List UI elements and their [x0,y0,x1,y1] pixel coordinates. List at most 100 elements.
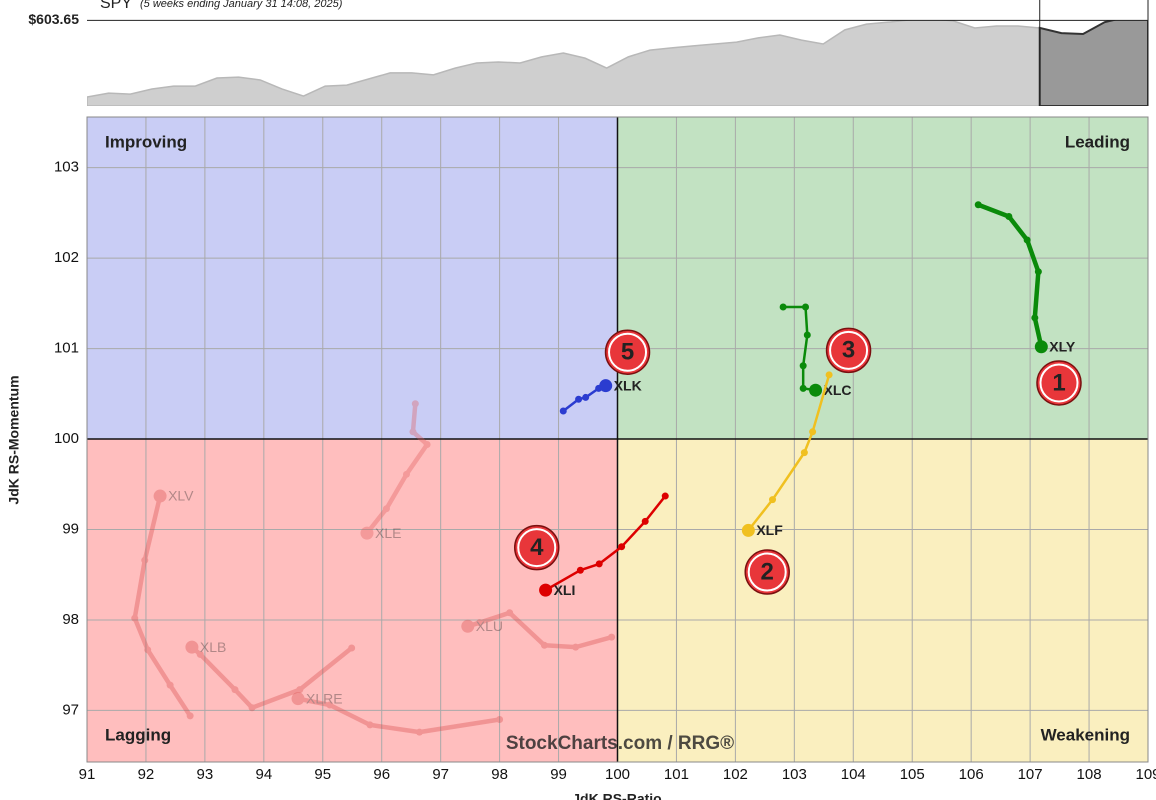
badge-ring [517,528,557,568]
x-tick-label: 97 [432,766,449,783]
x-tick-label: 103 [782,766,807,783]
x-tick-label: 99 [550,766,567,783]
quadrant [87,117,618,440]
badge [744,549,790,595]
badge-ring [1039,363,1079,403]
x-tick-label: 108 [1077,766,1102,783]
series-label: XLI [554,582,576,598]
x-tick-label: 98 [491,766,508,783]
tail-line [465,610,614,650]
tail-point [366,721,374,729]
tail-point [411,400,419,408]
tail-line [364,401,430,536]
badge [1036,360,1082,406]
series-label: XLB [200,639,226,655]
tail-head [539,583,553,597]
tail-point [296,686,304,694]
benchmark-chart [87,20,1148,106]
tail-head [153,489,167,503]
tail-point [825,371,833,379]
tail: XLU [461,609,616,651]
tail-point [144,646,152,654]
x-tick-label: 96 [373,766,390,783]
badge-ring [829,330,869,370]
tail-point [661,492,669,500]
badge-ring [608,332,648,372]
tail-head [599,379,613,393]
tail-head [291,692,305,706]
badge-label: 1 [1052,369,1065,396]
y-tick-label: 100 [54,430,79,447]
tail: XLB [185,639,356,712]
quadrant-label: Weakening [1041,725,1130,744]
tail-point [141,556,149,564]
watermark: StockCharts.com / RRG® [506,733,734,754]
tail: XLY [974,201,1076,354]
x-tick-label: 102 [723,766,748,783]
x-tick-label: 107 [1018,766,1043,783]
series-label: XLRE [306,690,343,706]
tail-point [131,614,139,622]
x-tick-label: 100 [605,766,630,783]
x-tick-label: 91 [79,766,96,783]
tail-point [196,650,204,658]
tail: XLE [360,400,431,541]
badge-label: 3 [842,337,855,364]
tail-point [809,428,817,436]
x-tick-label: 92 [138,766,155,783]
series-label: XLY [1049,338,1076,354]
y-tick-label: 101 [54,340,79,357]
tail-point [582,393,590,401]
tail-point [576,566,584,574]
tail-point [231,686,239,694]
tail: XLV [131,488,194,720]
tail-point [575,395,583,403]
y-tick-label: 98 [62,611,79,628]
tail: XLC [779,303,852,398]
tail-head [1034,340,1048,354]
tail: XLI [539,492,669,598]
badge-ring [747,552,787,592]
x-tick-label: 104 [841,766,866,783]
x-tick-label: 95 [314,766,331,783]
tail-point [618,543,626,551]
tail: XLK [559,377,642,415]
tail-head [461,619,475,633]
x-tick-label: 94 [255,766,272,783]
benchmark-area [87,20,1148,106]
tail-point [1034,268,1042,276]
x-tick-label: 93 [197,766,214,783]
x-tick-label: 105 [900,766,925,783]
tail-point [803,331,811,339]
y-tick-label: 102 [54,249,79,266]
tail-point [423,440,431,448]
tail-point [415,728,423,736]
series-label: XLK [614,377,642,393]
tail-point [382,505,390,513]
series-label: XLF [756,522,783,538]
tail-point [800,449,808,457]
badge-label: 4 [530,534,544,561]
badge [604,329,651,375]
benchmark-title: SPY [100,0,132,12]
tail-point [595,560,603,568]
tail-point [476,619,484,627]
tail-point [799,384,807,392]
badge-label: 5 [621,339,634,366]
badge-label: 2 [761,558,774,585]
quadrant-label: Lagging [105,725,171,744]
tail-head [360,526,374,540]
y-axis-label: JdK RS-Momentum [6,375,22,504]
tail-point [166,681,174,689]
quadrant-label: Improving [105,132,187,151]
tail-point [974,201,982,209]
tail-point [540,641,548,649]
tail-line [544,494,667,592]
tail-point [559,407,567,415]
badge [825,327,872,374]
tail-point [608,633,616,641]
highlight-area [1038,20,1148,106]
tail-point [1023,236,1031,244]
plot-frame [86,116,1149,763]
